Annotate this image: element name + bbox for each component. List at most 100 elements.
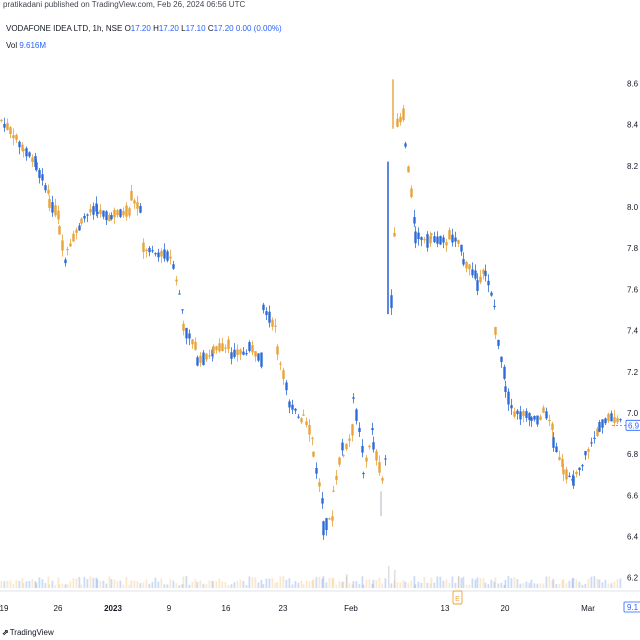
candle-body bbox=[568, 475, 571, 478]
volume-bar bbox=[69, 581, 72, 588]
candle-body bbox=[581, 465, 584, 467]
volume-bar bbox=[545, 576, 548, 588]
volume-bar bbox=[160, 578, 163, 588]
candle-body bbox=[308, 425, 311, 435]
candle-body bbox=[322, 521, 325, 536]
volume-bar bbox=[133, 580, 136, 588]
volume-bar bbox=[178, 584, 181, 588]
candle-body bbox=[148, 247, 151, 253]
candle-body bbox=[6, 123, 9, 130]
candle-body bbox=[54, 205, 57, 216]
candle-body bbox=[578, 467, 581, 470]
time-axis[interactable]: 19 26 2023 9 16 23 Feb 13 20 Mar bbox=[0, 590, 640, 613]
candle-body bbox=[542, 407, 545, 413]
candle-body bbox=[372, 442, 375, 450]
volume-bar bbox=[610, 583, 613, 588]
candle-body bbox=[482, 269, 485, 274]
volume-bar bbox=[572, 577, 575, 588]
volume-bar bbox=[474, 579, 477, 588]
candle-body bbox=[587, 449, 590, 452]
last-price-tag-box bbox=[625, 419, 640, 431]
candle-body bbox=[163, 249, 166, 259]
candle-body bbox=[341, 442, 344, 451]
candle-body bbox=[368, 445, 371, 448]
candle-body bbox=[99, 209, 102, 214]
volume-bar bbox=[116, 581, 119, 588]
volume-bar bbox=[38, 577, 41, 588]
low-label: L bbox=[181, 24, 186, 33]
candle-body bbox=[236, 349, 239, 356]
candle-body bbox=[178, 293, 181, 295]
candle-body bbox=[545, 411, 548, 419]
candle-body bbox=[48, 198, 51, 208]
volume-bar bbox=[212, 581, 215, 588]
y-tick-label: 8.4 bbox=[627, 121, 639, 130]
candle-body bbox=[610, 413, 613, 422]
volume-bar bbox=[72, 578, 75, 588]
candle-body bbox=[294, 408, 297, 411]
volume-bar bbox=[166, 584, 169, 588]
volume-bar bbox=[593, 576, 596, 588]
candle-body bbox=[21, 144, 24, 151]
candle-body bbox=[487, 280, 490, 286]
volume-bar bbox=[151, 581, 154, 588]
volume-bar bbox=[325, 582, 328, 588]
candle-body bbox=[460, 244, 463, 252]
candle-body bbox=[399, 116, 402, 123]
volume-bar bbox=[202, 583, 205, 588]
volume-bar bbox=[44, 583, 47, 588]
candle-body bbox=[15, 134, 18, 140]
candle-body bbox=[221, 343, 224, 352]
volume-bar bbox=[297, 582, 300, 588]
candle-body bbox=[476, 280, 479, 291]
candle-body bbox=[572, 475, 575, 486]
candle-body bbox=[552, 437, 555, 448]
volume-bar bbox=[601, 582, 604, 588]
candle-body bbox=[536, 415, 539, 425]
volume-bar bbox=[89, 576, 92, 588]
candle-body bbox=[199, 355, 202, 363]
volume-bar bbox=[48, 584, 51, 588]
x-tick-label: Feb bbox=[344, 604, 358, 613]
candle-body bbox=[604, 418, 607, 424]
volume-bar bbox=[402, 580, 405, 588]
earnings-marker-box[interactable] bbox=[452, 590, 463, 605]
candles bbox=[0, 79, 622, 540]
volume-bar bbox=[245, 584, 248, 588]
candle-body bbox=[92, 206, 95, 215]
volume-bar bbox=[51, 580, 54, 588]
volume-bar bbox=[268, 578, 271, 588]
volume-bar bbox=[442, 580, 445, 588]
volume-bar bbox=[80, 584, 83, 588]
candle-body bbox=[407, 166, 410, 173]
volume-bar bbox=[361, 576, 364, 588]
candle-body bbox=[497, 339, 500, 346]
price-axis[interactable]: 8.6 8.4 8.2 8.0 7.8 7.6 7.4 7.2 7.0 6.8 6.6 6.4 6.2 bbox=[627, 79, 639, 582]
volume-bar bbox=[311, 580, 314, 588]
volume-bar bbox=[75, 578, 78, 588]
volume-bar bbox=[355, 581, 358, 588]
volume-bar bbox=[312, 579, 315, 588]
volume-bar bbox=[598, 579, 601, 588]
volume-bar bbox=[34, 581, 37, 588]
close-value: 17.20 bbox=[213, 24, 234, 33]
volume-bar bbox=[157, 581, 160, 588]
y-tick-label: 7.0 bbox=[627, 409, 639, 418]
candle-body bbox=[297, 416, 300, 418]
earnings-marker[interactable]: E bbox=[455, 596, 460, 603]
volume-bar bbox=[96, 579, 99, 588]
y-tick-label: 6.2 bbox=[627, 574, 639, 583]
volume-tag: 9.1 bbox=[627, 603, 639, 612]
candle-body bbox=[116, 210, 119, 216]
volume-bar bbox=[410, 580, 413, 588]
tradingview-brand[interactable]: ⇗TradingView bbox=[2, 628, 54, 637]
candle-body bbox=[44, 185, 47, 191]
volume-bar bbox=[430, 577, 433, 588]
candle-body bbox=[227, 339, 230, 350]
candle-body bbox=[251, 345, 254, 353]
candle-body bbox=[257, 353, 260, 361]
candle-body bbox=[616, 418, 619, 423]
volume-bar bbox=[257, 582, 260, 588]
candle-body bbox=[18, 141, 21, 148]
